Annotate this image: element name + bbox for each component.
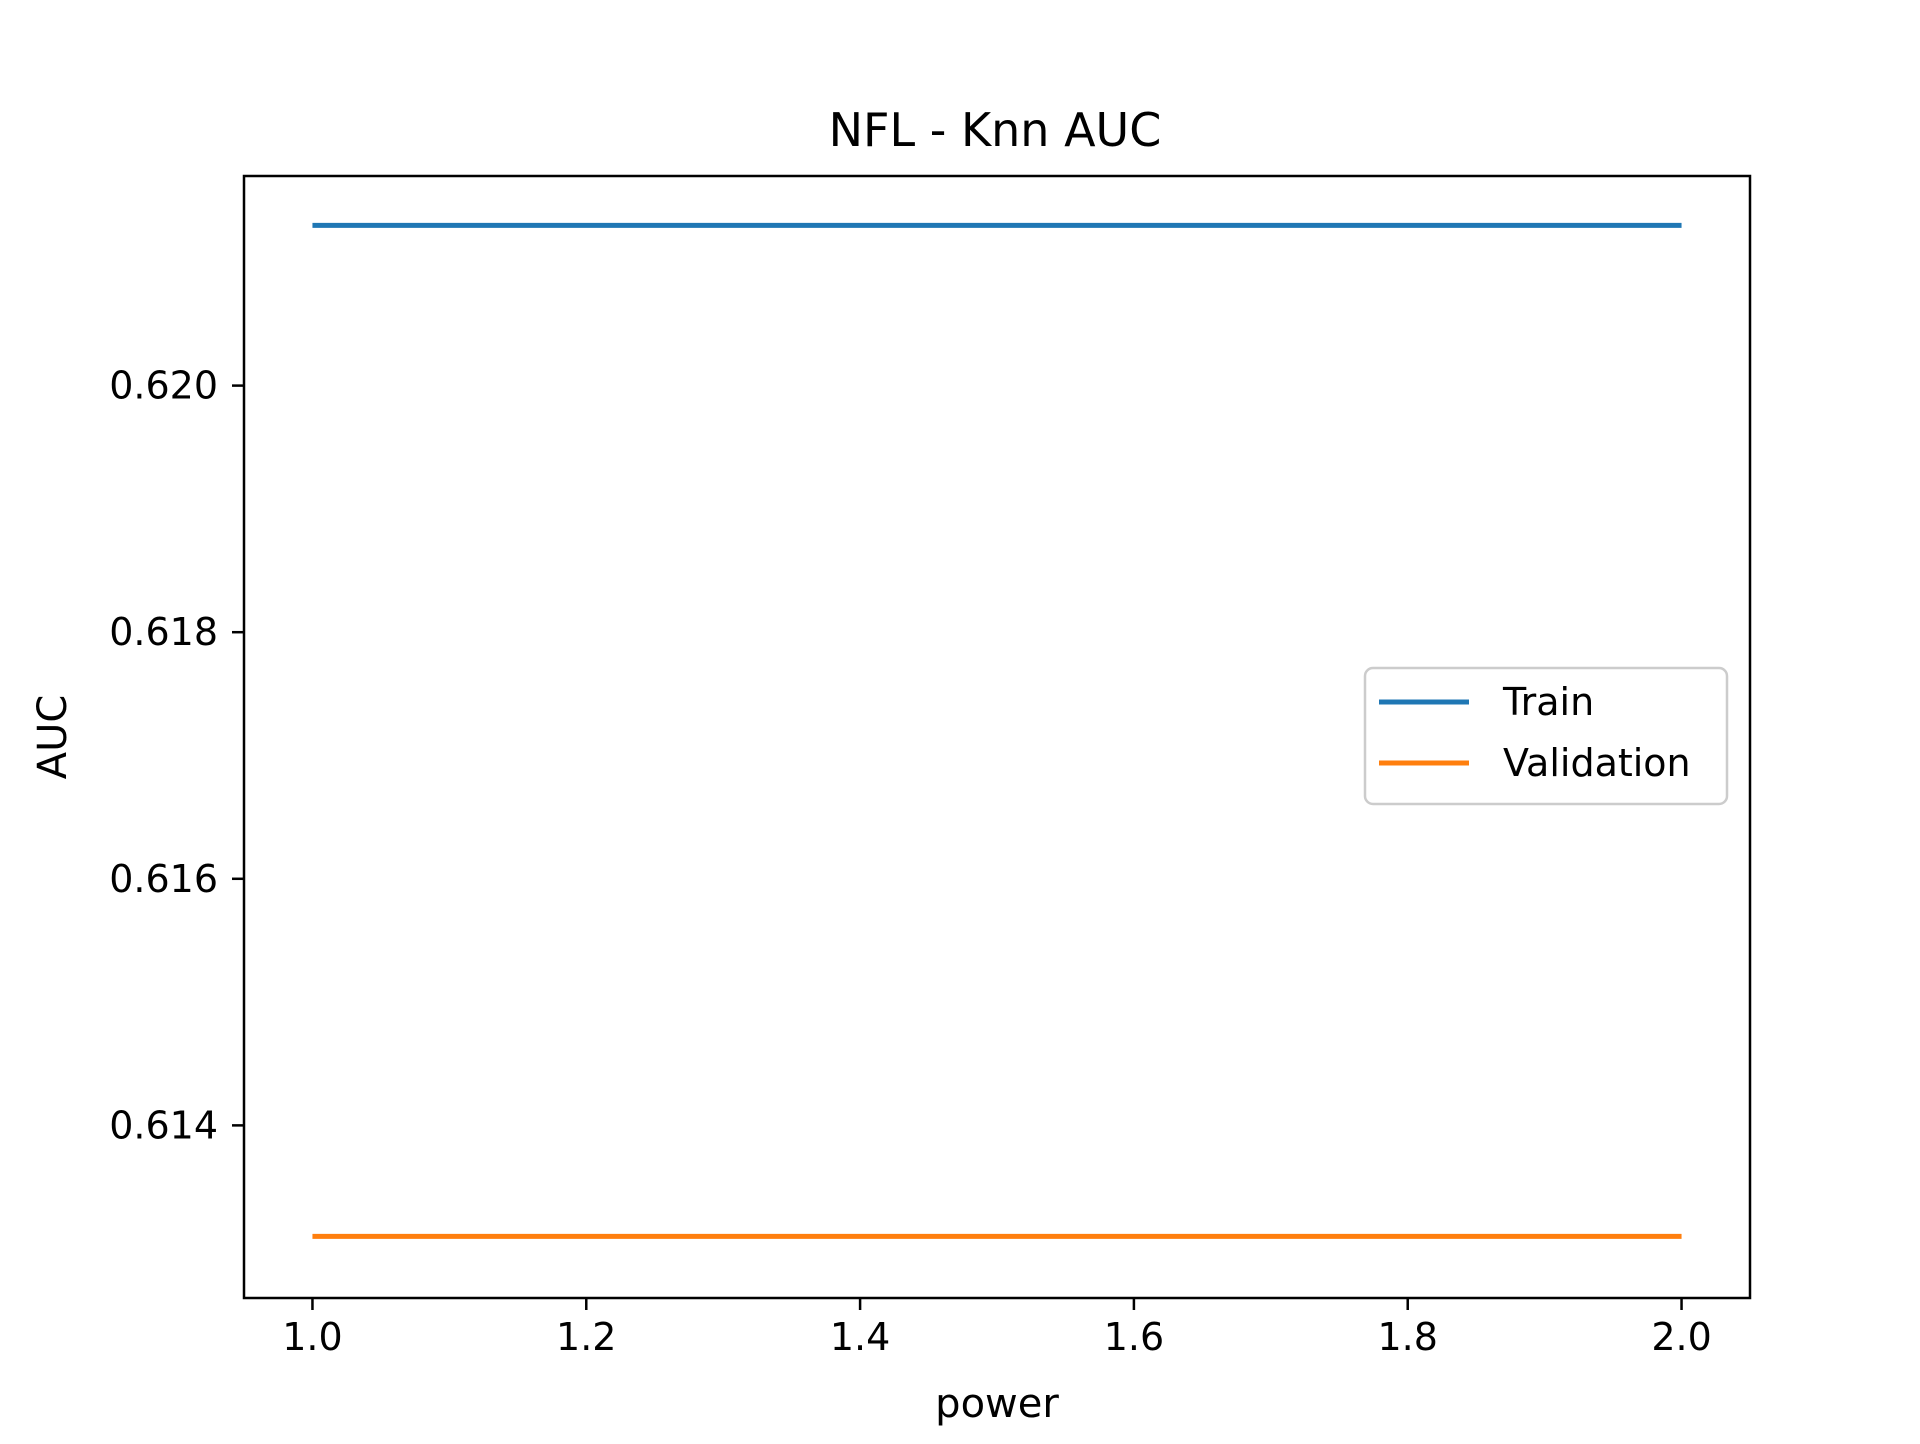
legend: Train Validation <box>1363 666 1729 806</box>
y-tick-label: 0.620 <box>109 364 218 408</box>
y-axis-label: AUC <box>30 695 76 780</box>
y-tick-label: 0.618 <box>109 610 218 654</box>
x-axis-ticks: 1.0 1.2 1.4 1.6 1.8 2.0 <box>282 1298 1712 1359</box>
legend-items: Train Validation <box>1379 680 1691 785</box>
x-tick-label: 2.0 <box>1651 1315 1711 1359</box>
y-tick-label: 0.614 <box>109 1103 218 1147</box>
x-axis-label: power <box>935 1381 1059 1427</box>
series-layer <box>312 222 1682 1239</box>
chart-title: NFL - Knn AUC <box>829 103 1162 157</box>
legend-label-train: Train <box>1502 680 1594 724</box>
plot-area-frame <box>242 174 1752 1300</box>
x-tick-label: 1.4 <box>830 1315 890 1359</box>
y-axis-ticks: 0.614 0.616 0.618 0.620 <box>109 364 244 1147</box>
x-tick-label: 1.6 <box>1104 1315 1164 1359</box>
x-tick-label: 1.2 <box>556 1315 616 1359</box>
legend-label-validation: Validation <box>1503 741 1691 785</box>
x-tick-label: 1.0 <box>282 1315 342 1359</box>
x-tick-label: 1.8 <box>1378 1315 1438 1359</box>
y-tick-label: 0.616 <box>109 857 218 901</box>
